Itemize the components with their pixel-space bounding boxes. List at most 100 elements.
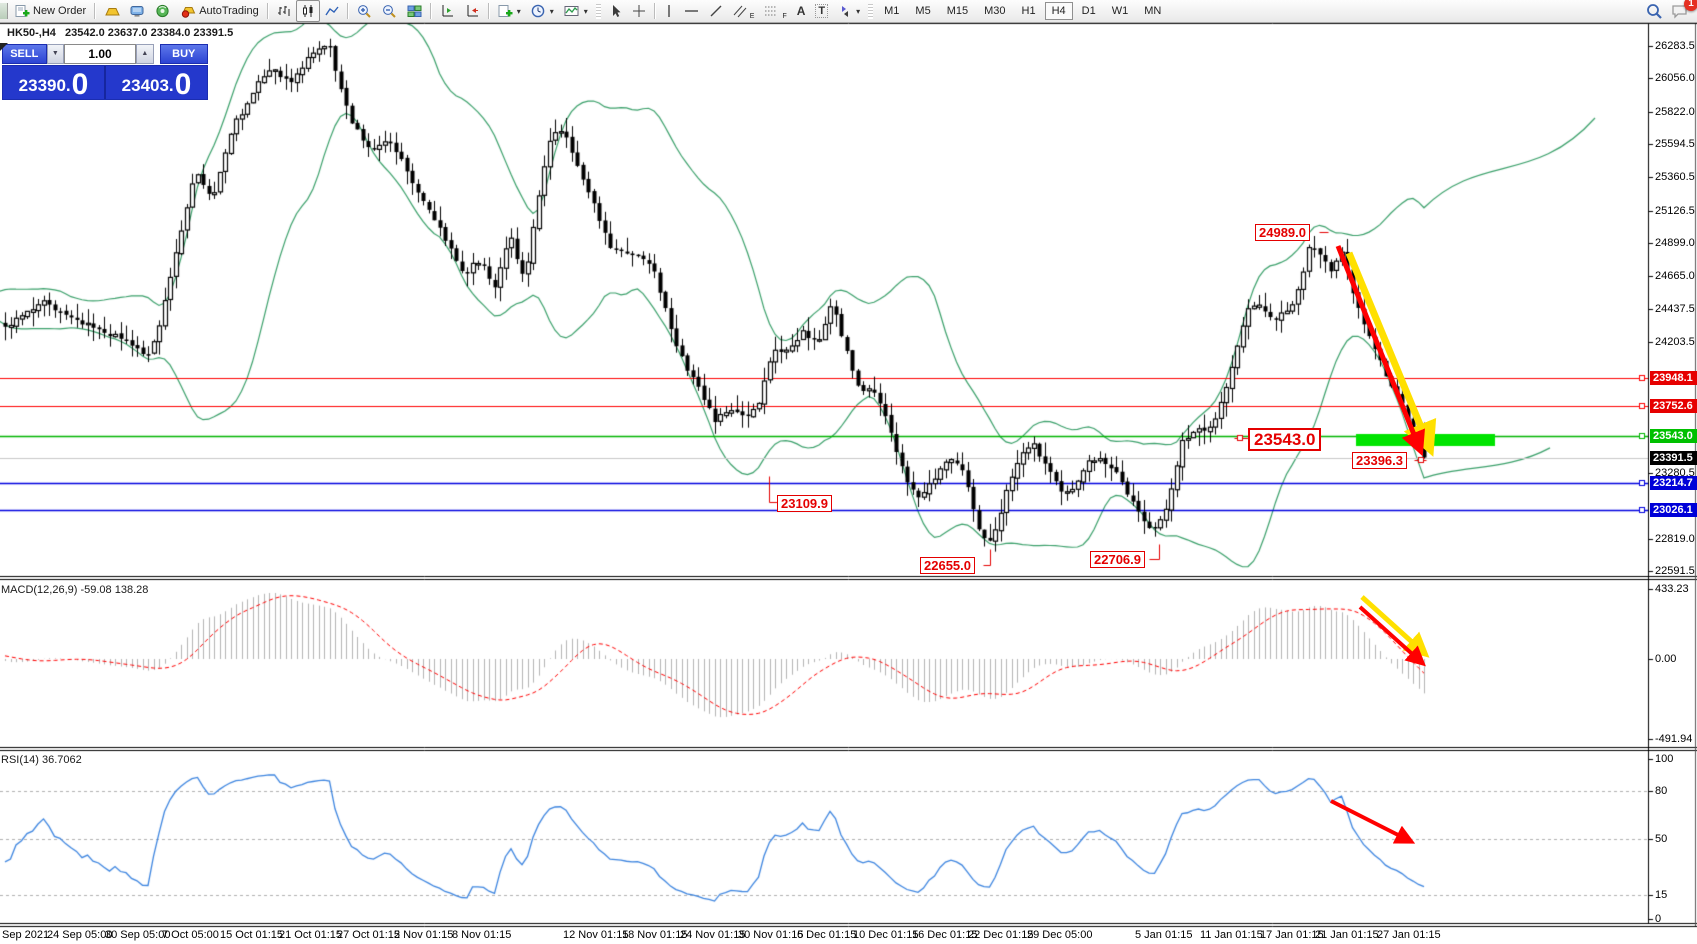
collapse-triangle-icon[interactable] <box>0 43 8 51</box>
text-tool-button[interactable]: A <box>792 0 811 22</box>
price-axis-tick: 22591.5 <box>1655 565 1695 578</box>
price-callout-label[interactable]: 23396.3 <box>1352 452 1407 469</box>
timeframe-W1[interactable]: W1 <box>1111 5 1129 17</box>
terminal-button[interactable] <box>125 0 150 22</box>
equidistant-channel-button[interactable]: E <box>728 0 760 22</box>
indicators-button[interactable]: ▾ <box>559 0 593 22</box>
volume-input[interactable] <box>64 44 137 64</box>
price-axis-tick: 25360.5 <box>1655 171 1695 184</box>
time-axis-label: 11 Jan 01:15 <box>1200 929 1263 941</box>
templates-button[interactable]: ▾ <box>493 0 526 22</box>
timeframe-D1[interactable]: D1 <box>1081 5 1096 17</box>
timeframe-M15[interactable]: M15 <box>946 5 969 17</box>
periods-button[interactable]: ▾ <box>526 0 559 22</box>
horizontal-line-button[interactable] <box>679 0 704 22</box>
rsi-axis-tick: 100 <box>1655 753 1674 765</box>
search-button[interactable] <box>1645 3 1663 20</box>
price-callout-label[interactable]: 24989.0 <box>1255 224 1310 241</box>
zoom-in-button[interactable] <box>352 0 377 22</box>
arrows-tool-button[interactable]: ▾ <box>833 0 865 22</box>
rsi-indicator-label: RSI(14) 36.7062 <box>1 754 82 766</box>
fibonacci-icon <box>765 6 778 16</box>
timeframe-H1[interactable]: H1 <box>1021 5 1036 17</box>
time-axis-label: 24 Sep 05:00 <box>47 929 113 941</box>
timeframe-M5[interactable]: M5 <box>915 5 931 17</box>
chart-shift-icon <box>442 5 453 17</box>
price-level-tag: 23543.0 <box>1650 428 1697 443</box>
sell-button[interactable]: SELL <box>2 44 47 64</box>
trendline-button[interactable] <box>704 0 728 22</box>
timeframe-M30[interactable]: M30 <box>984 5 1006 17</box>
time-axis-label: 29 Dec 05:00 <box>1027 929 1093 941</box>
market-depth-button[interactable] <box>99 0 125 22</box>
autotrading-label: AutoTrading <box>199 5 259 17</box>
signal-icon <box>156 4 169 18</box>
news-button[interactable] <box>150 0 175 22</box>
separator <box>653 3 656 19</box>
bar-chart-button[interactable] <box>272 0 296 22</box>
crosshair-icon <box>632 5 645 17</box>
clock-icon <box>531 4 545 17</box>
toolbar: New Order AutoTrading <box>0 0 1697 23</box>
separator <box>487 3 490 19</box>
auto-scroll-button[interactable] <box>460 0 485 22</box>
time-axis-label: 16 Dec 01:15 <box>912 929 978 941</box>
line-chart-button[interactable] <box>320 0 344 22</box>
autotrading-icon <box>181 7 196 18</box>
price-callout-label[interactable]: 22655.0 <box>920 557 975 574</box>
new-order-label: New Order <box>33 5 87 17</box>
time-axis-label: 8 Nov 01:15 <box>452 929 512 941</box>
price-axis-tick: 25126.5 <box>1655 204 1695 217</box>
rsi-axis-tick: 0 <box>1655 913 1662 925</box>
vertical-line-button[interactable] <box>659 0 679 22</box>
rsi-axis-tick: 50 <box>1655 833 1668 845</box>
toolbar-drag-handle[interactable] <box>595 3 601 19</box>
chart-title-ohlc: HK50-,H4 23542.0 23637.0 23384.0 23391.5 <box>7 27 233 39</box>
timeframe-MN[interactable]: MN <box>1144 5 1162 17</box>
price-callout-label[interactable]: 23109.9 <box>777 495 832 512</box>
fibonacci-button[interactable]: F <box>759 0 791 22</box>
price-level-tag: 23391.5 <box>1650 450 1697 465</box>
clipped-icon <box>0 3 8 19</box>
cursor-button[interactable] <box>604 0 627 22</box>
notifications-button[interactable]: 1 <box>1671 0 1697 20</box>
price-axis-tick: 24437.5 <box>1655 302 1695 315</box>
timeframe-H4[interactable]: H4 <box>1044 2 1073 20</box>
time-axis-label: 5 Jan 01:15 <box>1135 929 1193 941</box>
fibo-letter: F <box>782 13 787 20</box>
text-label-button[interactable]: T <box>810 0 833 22</box>
time-axis-label: 17 Jan 01:15 <box>1260 929 1324 941</box>
volume-down-stepper[interactable]: ▼ <box>46 44 65 64</box>
toolbar-drag-handle[interactable] <box>868 3 874 19</box>
time-axis-label: 18 Nov 01:15 <box>622 929 688 941</box>
price-callout-label[interactable]: 23543.0 <box>1248 428 1322 451</box>
zoom-out-button[interactable] <box>377 0 402 22</box>
chevron-down-icon: ▾ <box>583 6 588 16</box>
arrows-tool-icon <box>842 6 849 17</box>
autotrading-button[interactable]: AutoTrading <box>175 0 264 22</box>
crosshair-button[interactable] <box>627 0 651 22</box>
time-axis-label: 21 Jan 01:15 <box>1315 929 1379 941</box>
timeframe-M1[interactable]: M1 <box>884 5 900 17</box>
time-axis-label: 2 Nov 01:15 <box>394 929 454 941</box>
tile-windows-button[interactable] <box>402 0 427 22</box>
price-axis-tick: 26056.0 <box>1655 72 1695 85</box>
new-order-button[interactable]: New Order <box>10 0 91 22</box>
sell-price[interactable]: 23390. 0 <box>3 66 106 100</box>
buy-price[interactable]: 23403. 0 <box>106 66 207 100</box>
chart-shift-button[interactable] <box>435 0 460 22</box>
price-axis-tick: 25822.0 <box>1655 105 1695 118</box>
price-axis-tick: 24665.0 <box>1655 270 1695 283</box>
buy-button[interactable]: BUY <box>159 44 208 64</box>
volume-up-stepper[interactable]: ▲ <box>136 44 154 64</box>
time-axis-label: 10 Dec 01:15 <box>853 929 919 941</box>
auto-scroll-icon <box>467 5 478 17</box>
price-level-tag: 23948.1 <box>1650 371 1697 386</box>
candlestick-chart-button[interactable] <box>295 0 320 22</box>
time-axis-label: 7 Oct 05:00 <box>162 929 219 941</box>
macd-indicator-label: MACD(12,26,9) -59.08 138.28 <box>1 584 149 596</box>
time-axis-label: 30 Sep 05:00 <box>105 929 171 941</box>
price-callout-label[interactable]: 22706.9 <box>1090 551 1145 568</box>
price-axis-tick: 25594.5 <box>1655 138 1695 151</box>
